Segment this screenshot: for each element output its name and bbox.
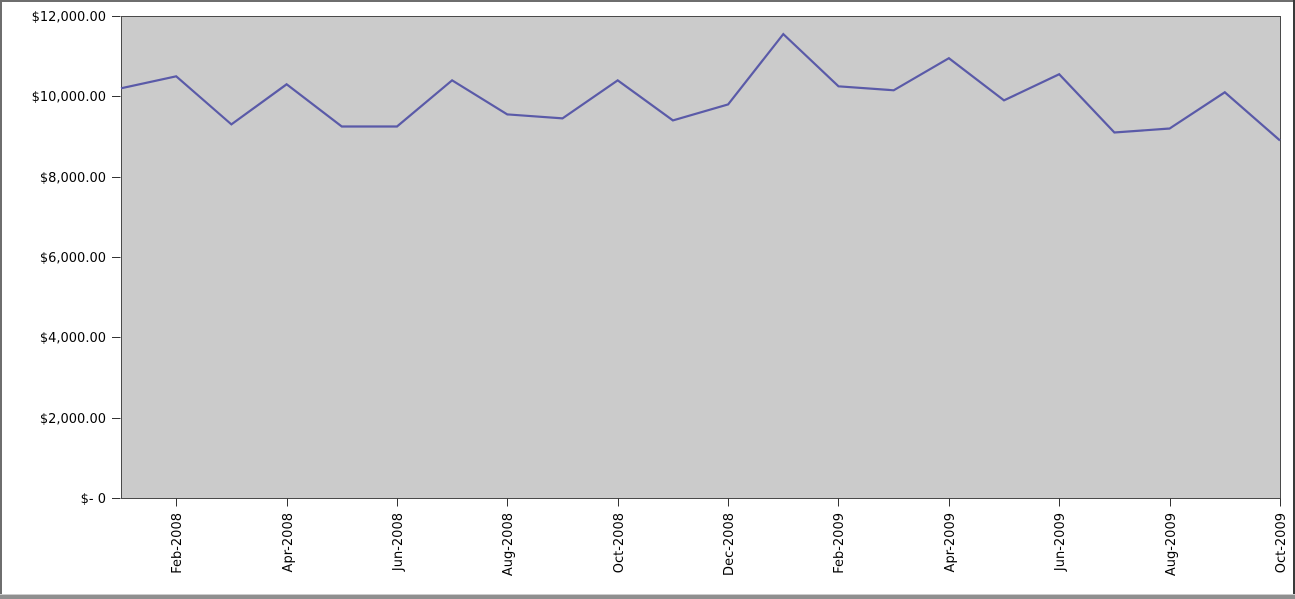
x-axis-label: Oct-2008 bbox=[612, 513, 627, 573]
y-axis-label: $2,000.00 bbox=[40, 412, 106, 427]
y-axis-label: $4,000.00 bbox=[40, 331, 106, 346]
window-border-bottom-highlight bbox=[0, 594, 1295, 595]
x-axis-label: Feb-2008 bbox=[170, 513, 185, 574]
window-border-left bbox=[0, 0, 2, 599]
window-border-bottom bbox=[0, 595, 1295, 599]
y-axis-label: $8,000.00 bbox=[40, 171, 106, 186]
y-axis-label: $10,000.00 bbox=[32, 90, 106, 105]
data-series-line bbox=[120, 32, 1281, 142]
x-axis-label: Apr-2008 bbox=[281, 513, 296, 572]
x-axis-label: Apr-2009 bbox=[943, 513, 958, 572]
x-axis-label: Aug-2009 bbox=[1164, 513, 1179, 576]
window-border-top bbox=[0, 0, 1295, 2]
x-axis-label: Feb-2009 bbox=[832, 513, 847, 574]
x-axis-label: Oct-2009 bbox=[1274, 513, 1289, 573]
y-axis-label: $6,000.00 bbox=[40, 251, 106, 266]
window-border-right bbox=[1293, 0, 1295, 599]
x-axis-label: Dec-2008 bbox=[722, 513, 737, 576]
x-axis-label: Aug-2008 bbox=[501, 513, 516, 576]
x-axis-label: Jun-2008 bbox=[391, 513, 406, 572]
x-axis-label: Jun-2009 bbox=[1053, 513, 1068, 572]
y-axis-label: $12,000.00 bbox=[32, 10, 106, 25]
plot-area bbox=[121, 16, 1281, 499]
y-axis-label: $- 0 bbox=[81, 492, 106, 507]
